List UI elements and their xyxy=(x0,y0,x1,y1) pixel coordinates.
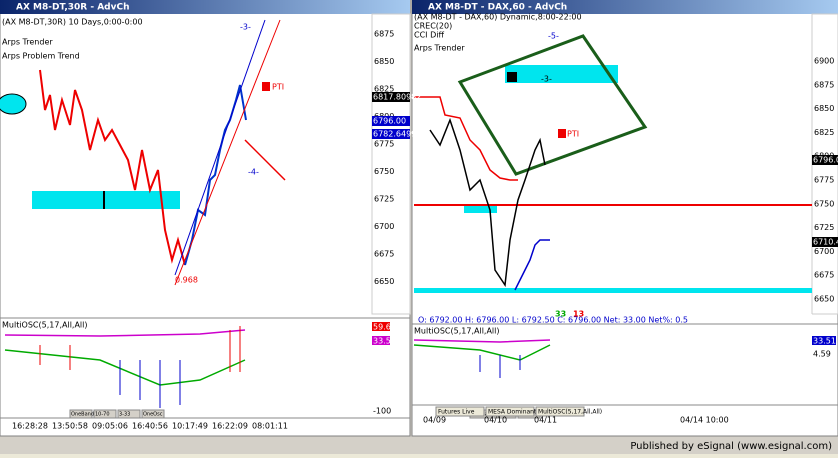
price-tick: 6750 xyxy=(374,167,394,176)
tab-label[interactable]: MESA Dominant Cycle xyxy=(488,409,555,416)
price-tick: 6700 xyxy=(814,247,834,256)
price-tick: 6825 xyxy=(374,85,394,94)
price-tick: 6675 xyxy=(374,250,394,259)
left-titlebar[interactable] xyxy=(0,0,410,14)
tab-label[interactable]: MultiOSC(5,17,All,All) xyxy=(538,409,602,416)
osc-label: MultiOSC(5,17,All,All) xyxy=(414,327,500,336)
price-flag: 6782.64993 xyxy=(373,130,421,139)
price-flag: 6710.41 xyxy=(813,238,838,247)
price-tick: 6650 xyxy=(374,277,394,286)
right-window xyxy=(411,0,838,437)
right-study: Arps Trender xyxy=(414,44,465,53)
right-study: CCI Diff xyxy=(414,31,444,40)
price-tick: 6725 xyxy=(814,223,834,232)
price-flag: 6817.80982 xyxy=(373,93,421,102)
time-label: 08:01:11 xyxy=(252,422,288,431)
price-tick: 6875 xyxy=(814,80,834,89)
tab[interactable] xyxy=(435,406,485,417)
price-flag-bg xyxy=(812,155,838,165)
button-label[interactable]: 3-33 xyxy=(119,412,130,418)
left-study: Arps Trender xyxy=(2,38,53,47)
price-tick: 6875 xyxy=(374,30,394,39)
button-label[interactable]: OneOsc xyxy=(143,412,163,418)
annotation: -5- xyxy=(548,32,559,41)
price-flag-bg xyxy=(372,129,410,139)
time-label: 13:50:58 xyxy=(52,422,88,431)
price-bars xyxy=(429,117,546,288)
osc-flag: 4.59 xyxy=(813,350,831,359)
marker xyxy=(0,93,27,115)
time-label: 10:17:49 xyxy=(172,422,208,431)
price-tick: 6650 xyxy=(814,295,834,304)
button-label[interactable]: OneBand xyxy=(71,412,94,418)
tab-label[interactable]: Futures Live xyxy=(438,409,475,416)
right-header: (AX M8-DT - DAX,60) Dynamic,8:00-22:00 xyxy=(414,13,582,22)
right-study: CREC(20) xyxy=(414,22,452,31)
left-header: (AX M8-DT,30R) 10 Days,0:00-0:00 xyxy=(2,18,143,27)
info-row: O: 6792.00 H: 6796.00 L: 6792.50 C: 6796… xyxy=(418,316,688,325)
price-tick: 6825 xyxy=(814,128,834,137)
button-label[interactable]: 10-70 xyxy=(95,412,110,418)
price-tick: 6850 xyxy=(814,104,834,113)
price-bars xyxy=(39,69,186,266)
time-label: 09:05:06 xyxy=(92,422,128,431)
annotation: -4- xyxy=(248,168,259,177)
zone xyxy=(505,65,618,83)
price-bars xyxy=(184,84,247,266)
price-flag-bg xyxy=(812,237,838,247)
right-titlebar[interactable] xyxy=(412,0,838,14)
zone xyxy=(32,191,180,209)
annotation: 33 xyxy=(555,310,566,319)
price-flag-bg xyxy=(372,116,410,126)
tab[interactable] xyxy=(485,406,535,417)
price-tick: 6775 xyxy=(374,140,394,149)
price-tick: 6900 xyxy=(814,57,834,66)
footer: Published by eSignal (www.esignal.com) xyxy=(630,441,832,452)
annotation: PTI xyxy=(567,130,579,139)
date-label: 04/11 xyxy=(534,416,557,425)
annotation: -3- xyxy=(541,75,552,84)
osc-flag: 33.51 xyxy=(373,337,396,346)
annotation: PTI xyxy=(272,83,284,92)
osc-flag: 59.65 xyxy=(373,323,396,332)
osc-flag: 33.51 xyxy=(813,337,836,346)
price-tick: 6725 xyxy=(374,195,394,204)
time-label: 16:28:28 xyxy=(12,422,48,431)
annotation: -3- xyxy=(240,23,251,32)
price-tick: 6750 xyxy=(814,199,834,208)
date-label: 04/09 xyxy=(423,416,446,425)
date-label: 04/14 10:00 xyxy=(680,416,729,425)
price-tick: 6700 xyxy=(374,222,394,231)
channel xyxy=(457,34,648,176)
price-tick: 6850 xyxy=(374,57,394,66)
left-title: AX M8-DT,30R - AdvCh xyxy=(16,3,129,13)
left-study: Arps Problem Trend xyxy=(2,52,80,61)
tab[interactable] xyxy=(535,406,585,417)
left-price-axis xyxy=(371,13,411,315)
price-tick: 6675 xyxy=(814,271,834,280)
left-window xyxy=(0,0,411,437)
price-flag-bg xyxy=(372,92,410,102)
time-label: 16:40:56 xyxy=(132,422,168,431)
price-tick: 6775 xyxy=(814,176,834,185)
right-title: AX M8-DT - DAX,60 - AdvCh xyxy=(428,3,567,13)
annotation: 13 xyxy=(573,310,584,319)
price-flag: 6796.00 xyxy=(373,117,406,126)
annotation: 0.968 xyxy=(175,276,198,285)
osc-tick: -100 xyxy=(373,407,391,416)
osc-label: MultiOSC(5,17,All,All) xyxy=(2,321,88,330)
time-label: 16:22:09 xyxy=(212,422,248,431)
date-label: 04/10 xyxy=(484,416,507,425)
price-flag: 6796.00 xyxy=(813,156,838,165)
osc-bars xyxy=(119,360,181,408)
